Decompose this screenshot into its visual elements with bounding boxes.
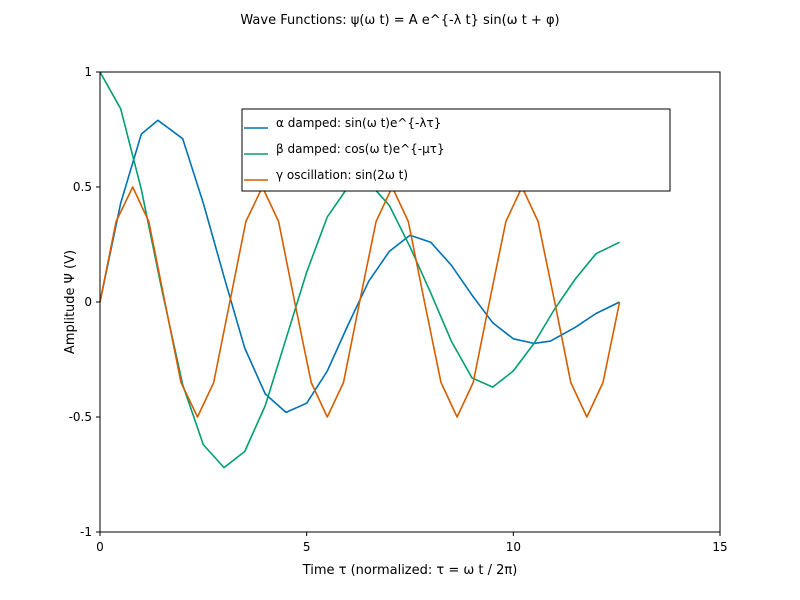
y-axis: -1 -0.5 0 0.5 1 <box>69 65 100 539</box>
x-axis: 0 5 10 15 <box>96 532 728 554</box>
y-tick-label: 0.5 <box>73 180 92 194</box>
x-tick-label: 5 <box>303 540 311 554</box>
x-tick-label: 15 <box>712 540 727 554</box>
x-axis-label: Time τ (normalized: τ = ω t / 2π) <box>302 563 518 578</box>
series-line-1 <box>99 119 620 414</box>
legend-label: β damped: cos(ω t)e^{-μτ} <box>276 142 445 156</box>
y-tick-label: 1 <box>84 65 92 79</box>
legend: α damped: sin(ω t)e^{-λτ} β damped: cos(ω… <box>241 108 671 192</box>
series-line-3 <box>99 186 621 418</box>
y-axis-label: Amplitude Ψ (V) <box>63 250 78 354</box>
legend-frame <box>241 108 671 192</box>
chart-title: Wave Functions: ψ(ω t) = A e^{-λ t} sin(… <box>240 13 559 28</box>
y-tick-label: 0 <box>84 295 92 309</box>
y-tick-label: -0.5 <box>69 410 92 424</box>
x-tick-label: 0 <box>96 540 104 554</box>
legend-label: γ oscillation: sin(2ω t) <box>276 168 408 182</box>
x-tick-label: 10 <box>506 540 521 554</box>
y-tick-label: -1 <box>80 525 92 539</box>
legend-label: α damped: sin(ω t)e^{-λτ} <box>276 116 441 130</box>
